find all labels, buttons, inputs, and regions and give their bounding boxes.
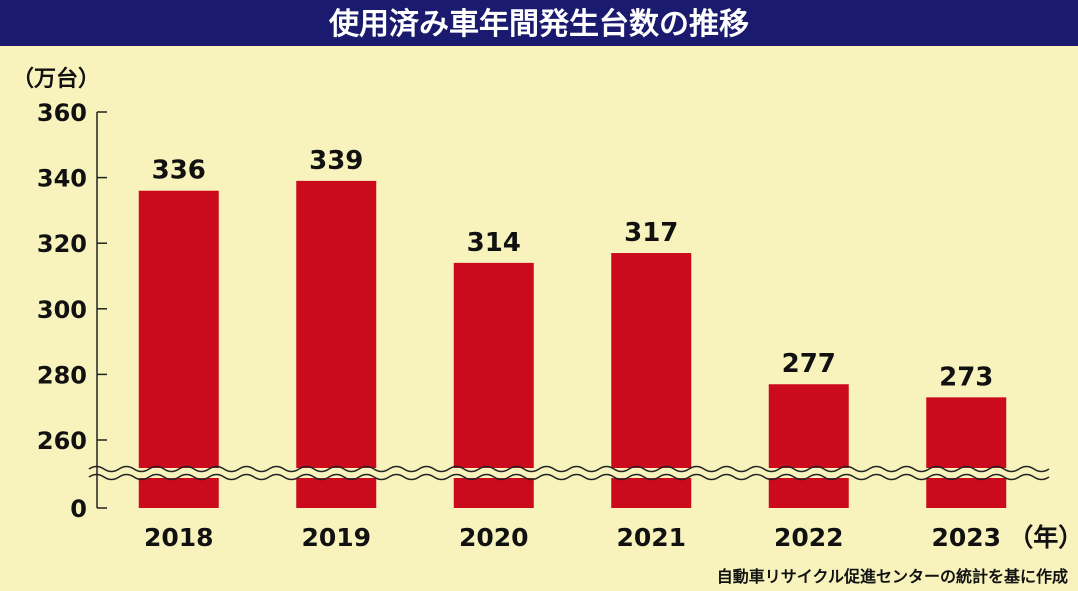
- axis-break-gap: [89, 468, 1047, 478]
- x-tick-label-2023: 2023: [931, 523, 1001, 552]
- x-tick-label-2018: 2018: [144, 523, 214, 552]
- value-label-2019: 339: [309, 146, 363, 176]
- y-tick-label-0: 0: [70, 495, 87, 523]
- y-tick-label-300: 300: [37, 296, 87, 324]
- axis-break-line-lower: [88, 473, 1050, 481]
- x-axis-unit: （年）: [1008, 523, 1078, 552]
- y-tick-label-260: 260: [37, 427, 87, 455]
- axis-break-line-upper: [88, 465, 1050, 473]
- value-label-2023: 273: [939, 362, 993, 392]
- x-tick-label-2021: 2021: [616, 523, 686, 552]
- bar-2019: [296, 180, 377, 508]
- bar-group: 336 339 314 317 277 273: [138, 146, 1007, 508]
- value-label-2018: 336: [152, 156, 206, 186]
- x-tick-group: 2018 2019 2020 2021 2022 2023 （年）: [144, 523, 1078, 552]
- x-tick-label-2020: 2020: [459, 523, 529, 552]
- bar-2021: [611, 253, 692, 508]
- title-band: [0, 0, 1078, 46]
- y-tick-label-320: 320: [37, 230, 87, 258]
- y-axis-unit: （万台）: [12, 66, 100, 92]
- value-label-2020: 314: [467, 228, 521, 258]
- bar-2018: [138, 190, 219, 508]
- axis-break: [88, 465, 1050, 481]
- y-tick-label-340: 340: [37, 165, 87, 193]
- y-tick-label-280: 280: [37, 361, 87, 389]
- source-note: 自動車リサイクル促進センターの統計を基に作成: [717, 567, 1068, 586]
- y-tick-group: 360 340 320 300 280 260 0: [37, 99, 107, 523]
- value-label-2021: 317: [624, 218, 678, 248]
- bar-2022: [768, 384, 849, 508]
- x-tick-label-2022: 2022: [774, 523, 844, 552]
- value-label-2022: 277: [782, 349, 836, 379]
- bar-2023: [926, 397, 1007, 508]
- chart-title: 使用済み車年間発生台数の推移: [328, 7, 749, 42]
- x-tick-label-2019: 2019: [301, 523, 371, 552]
- y-tick-label-360: 360: [37, 99, 87, 127]
